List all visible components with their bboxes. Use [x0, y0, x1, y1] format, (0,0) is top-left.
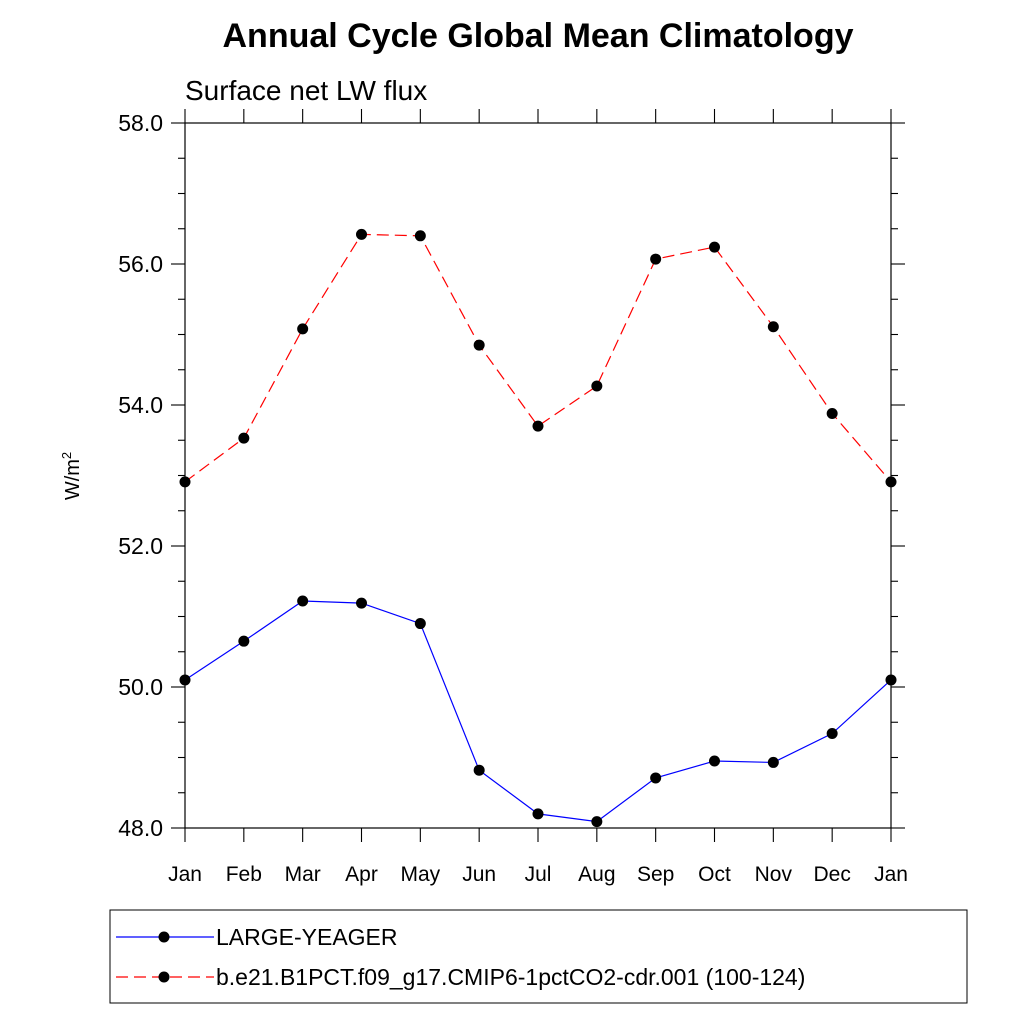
y-tick-label: 50.0	[118, 674, 163, 700]
y-tick-label: 54.0	[118, 392, 163, 418]
legend-marker-2	[158, 971, 170, 983]
series-layer	[179, 228, 897, 828]
series-2-point	[356, 228, 367, 240]
series-2-point	[709, 241, 720, 253]
series-2-point	[179, 476, 191, 488]
x-axis-ticks	[184, 109, 892, 842]
y-axis-ticks	[171, 122, 905, 829]
x-tick-label: Mar	[285, 863, 321, 886]
x-tick-label: Jun	[462, 863, 496, 886]
series-2-point	[767, 321, 779, 333]
series-2-point	[238, 432, 250, 444]
x-tick-label: Apr	[345, 863, 378, 886]
x-axis-tick-labels: Jan Feb Mar Apr May Jun Jul Aug Sep Oct Nov Dec Jan	[168, 863, 908, 886]
legend-box	[109, 909, 968, 1004]
plot-frame	[184, 122, 892, 829]
chart-subtitle: Surface net LW flux	[185, 75, 427, 106]
series-1-point	[238, 635, 250, 647]
series-1-point	[297, 595, 309, 607]
chart-title: Annual Cycle Global Mean Climatology	[223, 17, 854, 55]
series-1-point	[414, 618, 426, 630]
series-line-1	[184, 600, 892, 823]
series-2-point	[650, 253, 662, 265]
series-line-2	[184, 233, 892, 483]
series-2-point	[591, 380, 603, 392]
x-tick-label: May	[400, 863, 440, 886]
x-tick-label: Oct	[698, 863, 731, 886]
x-tick-label: Jul	[525, 863, 552, 886]
series-2-point	[532, 420, 544, 432]
y-axis-tick-labels: 48.0 50.0 52.0 54.0 56.0 58.0	[118, 110, 163, 841]
legend: LARGE-YEAGER b.e21.B1PCT.f09_g17.CMIP6-1p…	[116, 924, 805, 990]
series-2-point	[885, 476, 897, 488]
x-tick-label: Sep	[637, 863, 674, 886]
x-tick-label: Aug	[578, 863, 615, 886]
series-1-point	[885, 674, 897, 686]
series-2-point	[414, 230, 426, 242]
series-1-point	[650, 772, 662, 784]
y-tick-label: 48.0	[118, 815, 163, 841]
legend-label-1: LARGE-YEAGER	[216, 924, 398, 950]
series-1-point	[532, 808, 544, 820]
series-1-point	[767, 756, 779, 768]
series-1-point	[709, 755, 720, 767]
y-axis-label: W/m2	[59, 452, 84, 500]
x-tick-label: Nov	[755, 863, 793, 886]
legend-label-2: b.e21.B1PCT.f09_g17.CMIP6-1pctCO2-cdr.00…	[216, 964, 805, 990]
series-1-point	[826, 728, 838, 740]
legend-marker-1	[158, 931, 170, 943]
y-tick-label: 56.0	[118, 251, 163, 277]
series-2-point	[297, 323, 309, 335]
x-tick-label: Jan	[874, 863, 908, 886]
series-1-point	[473, 764, 485, 776]
series-2-point	[473, 339, 485, 351]
series-1-point	[591, 816, 603, 828]
series-1-point	[356, 597, 367, 609]
x-tick-label: Feb	[226, 863, 262, 886]
y-tick-label: 58.0	[118, 110, 163, 136]
series-1-point	[179, 674, 191, 686]
y-tick-label: 52.0	[118, 533, 163, 559]
x-tick-label: Dec	[813, 863, 850, 886]
series-2-point	[826, 407, 838, 419]
x-tick-label: Jan	[168, 863, 202, 886]
